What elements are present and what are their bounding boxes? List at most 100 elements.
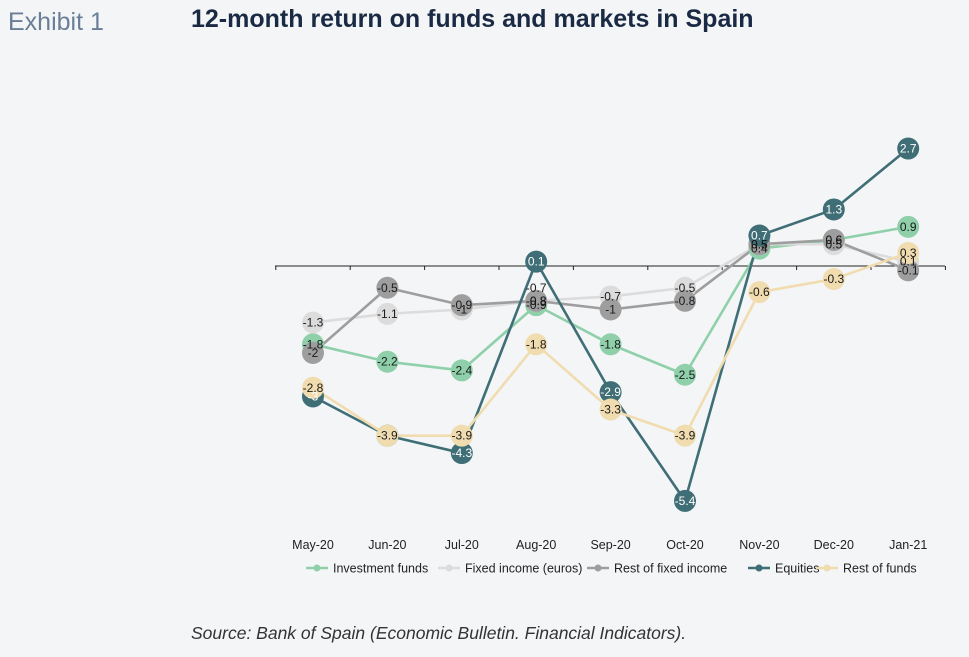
data-point <box>599 298 622 321</box>
x-tick-label: Jul-20 <box>445 538 479 552</box>
data-point <box>674 489 696 512</box>
data-label: 0.9 <box>900 220 917 234</box>
legend-swatch-marker <box>445 564 453 572</box>
data-point <box>897 241 920 264</box>
data-label: -3.9 <box>675 429 696 443</box>
legend-label: Rest of fixed income <box>614 562 727 576</box>
data-label: -0.5 <box>377 281 398 295</box>
data-point <box>525 289 548 312</box>
data-point <box>897 137 920 160</box>
data-point <box>450 442 473 465</box>
data-label: -3.9 <box>377 429 398 443</box>
data-label: -0.9 <box>526 298 547 312</box>
data-label: -0.9 <box>451 298 472 312</box>
data-label: -3 <box>308 390 319 404</box>
data-label: -2.4 <box>451 363 472 377</box>
data-point <box>599 333 622 356</box>
data-point <box>376 424 399 447</box>
x-tick-label: Oct-20 <box>666 538 704 552</box>
data-label: 2.7 <box>900 142 917 156</box>
data-label: -1.1 <box>377 307 398 321</box>
data-label: 0.4 <box>751 242 768 256</box>
data-point <box>302 311 324 334</box>
data-label: -1.8 <box>600 337 621 351</box>
data-point <box>897 215 920 238</box>
data-label: -1.3 <box>303 316 324 330</box>
data-label: 0.1 <box>900 255 917 269</box>
data-label: -0.3 <box>823 272 844 286</box>
data-label: -5.4 <box>675 494 696 508</box>
data-label: -2.2 <box>377 355 398 369</box>
data-point <box>525 250 548 273</box>
source-note: Source: Bank of Spain (Economic Bulletin… <box>191 623 687 643</box>
data-label: 0.3 <box>900 246 917 260</box>
data-label: -2.5 <box>675 368 696 382</box>
data-point <box>748 281 771 304</box>
legend-swatch-marker <box>755 564 763 572</box>
data-label: -1 <box>456 303 467 317</box>
data-point <box>376 276 399 299</box>
series-line <box>312 147 910 503</box>
legend-label: Fixed income (euros) <box>465 562 582 576</box>
x-tick-label: Jun-20 <box>368 538 406 552</box>
data-label: -0.5 <box>675 281 696 295</box>
legend-label: Investment funds <box>333 562 428 576</box>
legend-label: Rest of funds <box>843 562 917 576</box>
data-label: -1.8 <box>526 337 547 351</box>
data-point <box>822 198 845 221</box>
data-label: -0.6 <box>749 285 770 299</box>
x-tick-label: Jan-21 <box>889 538 927 552</box>
chart-title: 12-month return on funds and markets in … <box>191 5 754 33</box>
legend-swatch-marker <box>594 564 602 572</box>
data-point <box>674 424 696 447</box>
data-label: -3.9 <box>377 429 398 443</box>
data-label: -4.3 <box>451 446 472 460</box>
data-label: -0.7 <box>600 289 621 303</box>
data-point <box>599 398 622 421</box>
annotation-label: -0.7 <box>526 281 547 295</box>
data-point <box>302 376 324 399</box>
data-label: 0.5 <box>751 237 768 251</box>
data-label: -2.9 <box>600 385 621 399</box>
data-point <box>302 342 324 364</box>
data-point <box>897 259 920 282</box>
x-tick-label: May-20 <box>292 538 334 552</box>
line-chart: -1.8 -2.2 -2.4 -0.9 -1.8 -2.5 0.4 0.6 0.9 -1.3 -1.… <box>275 137 946 576</box>
x-tick-label: Aug-20 <box>516 538 556 552</box>
data-label: -2.8 <box>303 381 324 395</box>
data-point <box>599 381 622 404</box>
exhibit-label: Exhibit 1 <box>8 8 104 36</box>
data-label: 0.6 <box>825 233 842 247</box>
data-label: 0.5 <box>751 237 768 251</box>
data-label: -1.8 <box>303 337 324 351</box>
data-point <box>525 333 548 356</box>
data-point <box>450 294 473 317</box>
data-point <box>376 302 399 325</box>
x-tick-label: Dec-20 <box>814 538 854 552</box>
data-label: -0.1 <box>898 263 919 277</box>
data-point <box>450 424 473 447</box>
data-label: 0.7 <box>751 229 768 243</box>
data-label: -1 <box>605 303 616 317</box>
x-tick-label: Sep-20 <box>590 538 630 552</box>
data-point <box>376 350 399 373</box>
data-point <box>822 228 845 251</box>
data-label: 1.3 <box>825 202 842 216</box>
data-label: -3.9 <box>451 429 472 443</box>
data-label: -0.8 <box>675 294 696 308</box>
data-label: -0.8 <box>526 294 547 308</box>
data-label: -3.3 <box>600 403 621 417</box>
data-point <box>674 289 696 312</box>
data-label: -0.8 <box>526 294 547 308</box>
data-label: -2 <box>308 346 319 360</box>
data-point <box>748 224 771 247</box>
data-label: 0.5 <box>825 237 842 251</box>
data-label: 0.1 <box>528 255 545 269</box>
data-point <box>450 359 473 382</box>
x-tick-label: Nov-20 <box>739 538 779 552</box>
data-label: 0.6 <box>825 233 842 247</box>
data-point <box>822 268 845 291</box>
data-point <box>674 363 696 386</box>
legend-swatch-marker <box>313 564 321 572</box>
legend-swatch-marker <box>823 564 831 572</box>
